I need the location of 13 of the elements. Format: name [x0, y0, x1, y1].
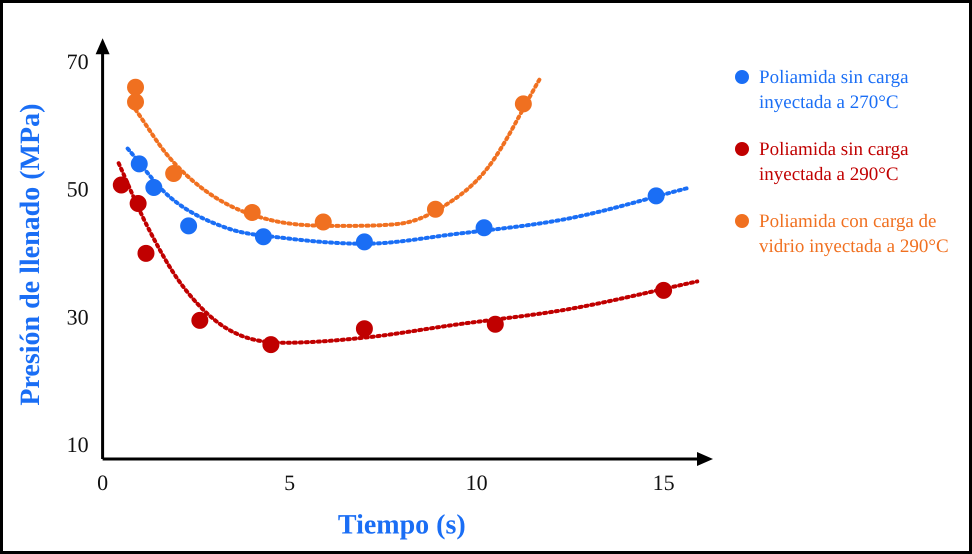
x-tick-label: 0 — [97, 470, 108, 495]
x-tick-label: 10 — [466, 470, 488, 495]
legend-label: Poliamida sin carga inyectada a 270°C — [759, 66, 910, 115]
x-axis-title: Tiempo (s) — [338, 509, 466, 540]
legend-label: Poliamida con carga de vidrio inyectada a 290°C — [759, 210, 950, 259]
x-tick-label: 15 — [652, 470, 675, 495]
y-tick-label: 70 — [66, 48, 89, 74]
y-axis-title: Presión de llenado (MPa) — [15, 104, 46, 406]
y-tick-label: 50 — [66, 176, 89, 202]
y-tick-label: 10 — [66, 432, 89, 458]
y-tick-label: 30 — [66, 304, 89, 330]
legend-label: Poliamida sin carga inyectada a 290°C — [759, 138, 910, 187]
x-tick-label: 5 — [284, 470, 296, 495]
